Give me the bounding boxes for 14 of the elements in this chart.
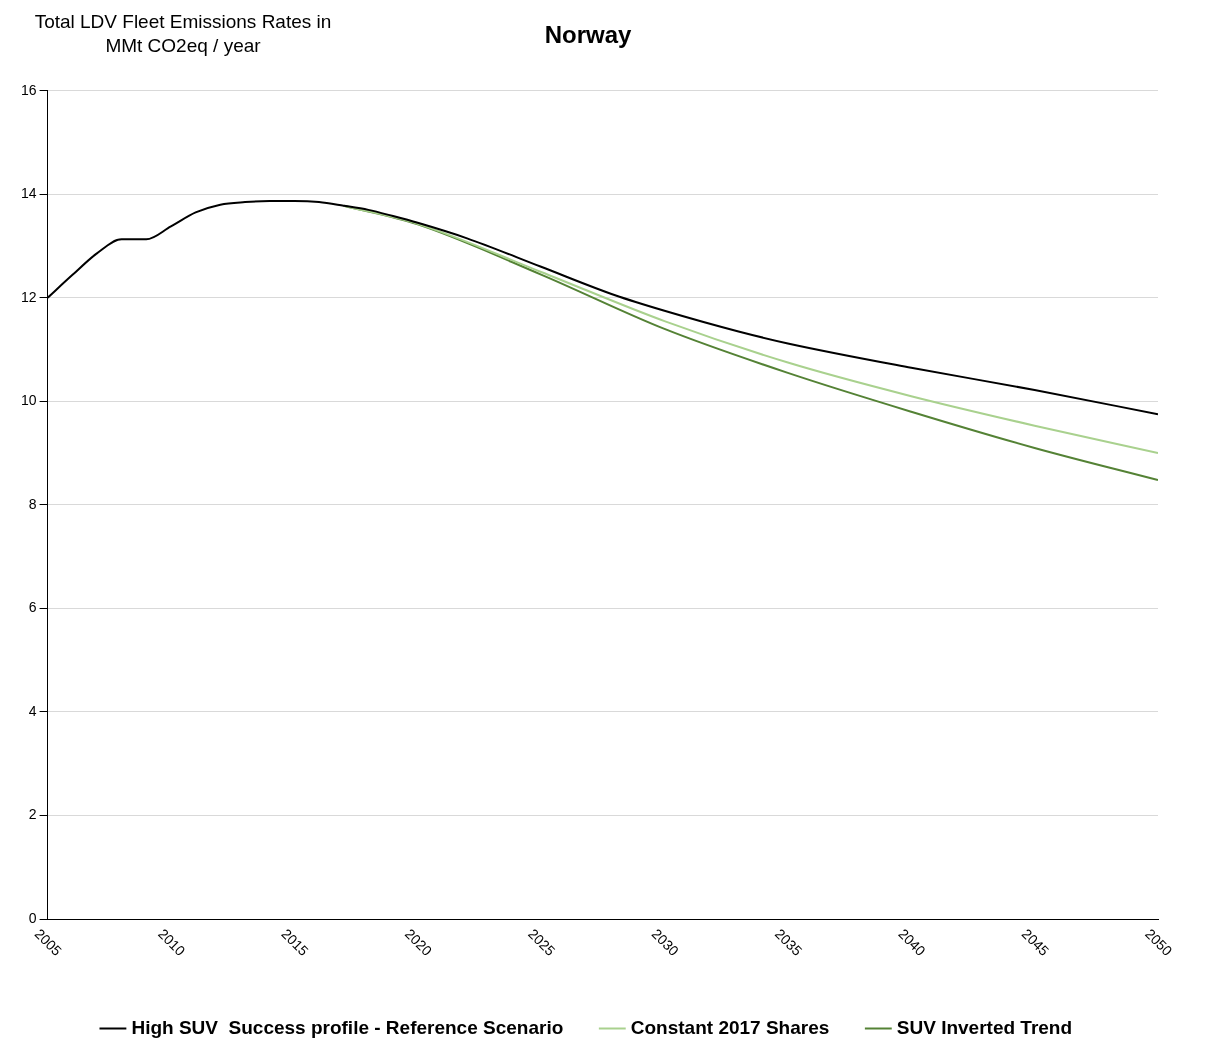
y-tick-label: 6 bbox=[28, 599, 37, 616]
legend-label: SUV Inverted Trend bbox=[896, 1016, 1073, 1038]
y-tick-label: 10 bbox=[20, 392, 37, 409]
y-tick-label: 14 bbox=[20, 185, 37, 202]
y-tick-label: 16 bbox=[20, 81, 37, 98]
y-tick-label: 8 bbox=[28, 495, 37, 512]
y-tick-label: 2 bbox=[28, 806, 37, 823]
y-axis-title: Total LDV Fleet Emissions Rates in MMt CO2eq / year bbox=[33, 10, 333, 58]
y-tick-label: 0 bbox=[28, 909, 37, 926]
chart-title: Norway bbox=[544, 21, 632, 49]
legend-label: Constant 2017 Shares bbox=[630, 1016, 830, 1038]
y-tick-label: 12 bbox=[20, 288, 37, 305]
y-tick-label: 4 bbox=[28, 702, 37, 719]
legend-label: High SUV Success profile - Reference Scenario bbox=[131, 1016, 564, 1038]
